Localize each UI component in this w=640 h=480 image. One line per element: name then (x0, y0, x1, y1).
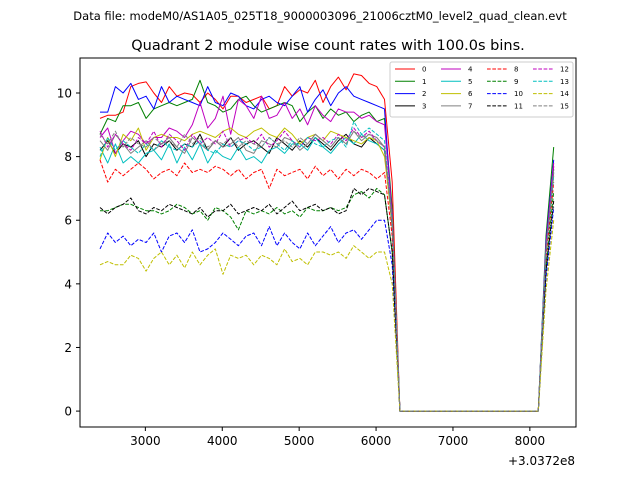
legend-label-5: 5 (468, 78, 472, 86)
legend-label-12: 12 (560, 66, 569, 74)
series-line-10 (99, 207, 555, 412)
legend-label-13: 13 (560, 78, 569, 86)
y-tick-label: 6 (64, 214, 72, 228)
y-tick-label: 0 (64, 405, 72, 419)
legend-label-10: 10 (514, 90, 523, 98)
legend-label-8: 8 (514, 66, 518, 74)
y-tick-label: 8 (64, 150, 72, 164)
legend-label-9: 9 (514, 78, 518, 86)
chart-suptitle: Data file: modeM0/AS1A05_025T18_90000030… (73, 9, 567, 23)
legend-label-6: 6 (468, 90, 473, 98)
legend-label-7: 7 (468, 102, 472, 110)
x-tick-label: 4000 (207, 434, 238, 448)
series-line-13 (99, 121, 555, 412)
axes-frame (79, 57, 577, 428)
legend-box (389, 61, 574, 118)
series-line-8 (99, 159, 555, 412)
x-offset-label: +3.0372e8 (508, 454, 575, 468)
legend-label-3: 3 (422, 102, 426, 110)
series-line-14 (99, 220, 555, 412)
series-line-15 (99, 130, 555, 412)
legend-label-11: 11 (514, 102, 523, 110)
chart-title: Quadrant 2 module wise count rates with … (131, 38, 525, 54)
x-tick-label: 8000 (515, 434, 546, 448)
y-tick-label: 4 (64, 277, 72, 291)
x-tick-label: 6000 (361, 434, 392, 448)
series-line-2 (100, 82, 555, 412)
legend-label-4: 4 (468, 66, 473, 74)
x-tick-label: 3000 (130, 434, 161, 448)
series-line-11 (99, 187, 555, 412)
legend-label-15: 15 (560, 102, 569, 110)
x-tick-label: 5000 (284, 434, 315, 448)
legend-label-2: 2 (422, 90, 426, 98)
legend-label-14: 14 (560, 90, 569, 98)
series-line-12 (99, 127, 555, 412)
y-tick-label: 2 (64, 341, 72, 355)
x-tick-label: 7000 (438, 434, 469, 448)
legend-label-1: 1 (422, 78, 426, 86)
series-layer (99, 73, 555, 412)
y-tick-label: 10 (57, 86, 72, 100)
legend-label-0: 0 (422, 66, 426, 74)
